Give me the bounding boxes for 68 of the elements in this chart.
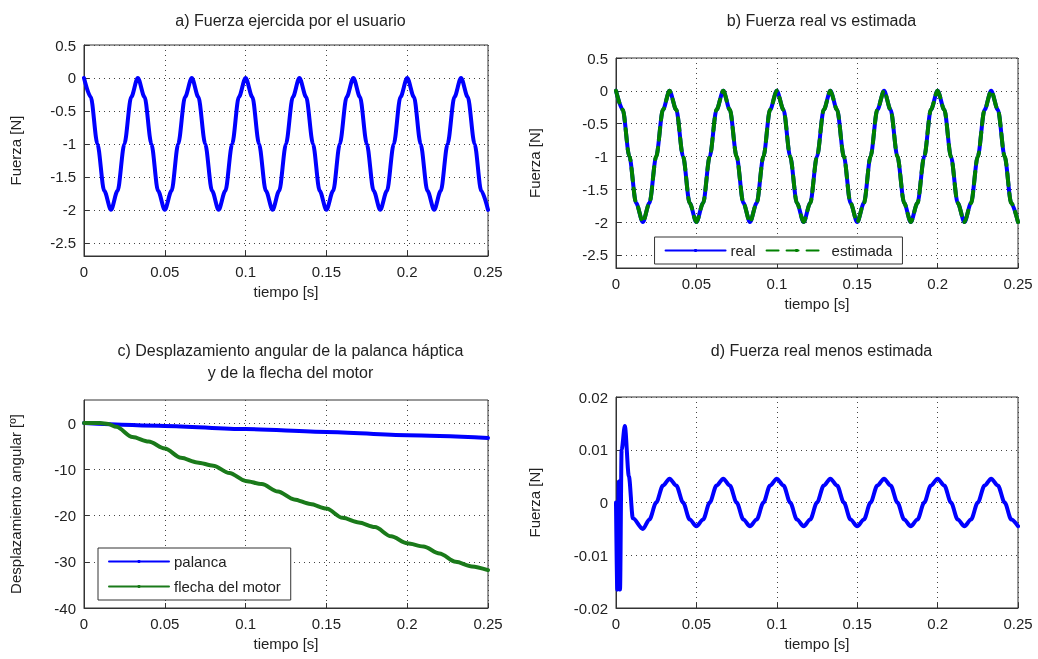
x-tick-label: 0.2	[927, 275, 949, 292]
line-series	[82, 75, 490, 212]
legend-label: palanca	[174, 553, 228, 570]
x-tick-label: 0.05	[150, 615, 180, 632]
x-tick-label: 0.05	[150, 263, 180, 280]
y-tick-label: -10	[54, 460, 76, 478]
x-tick-label: 0.15	[842, 615, 872, 632]
y-tick-label: -1.5	[582, 180, 608, 198]
x-tick-label: 0	[79, 615, 89, 632]
x-tick-label: 0.05	[681, 615, 711, 632]
x-tick-label: 0	[611, 275, 621, 292]
y-tick-label: -0.02	[573, 599, 608, 617]
x-tick-label: 0.1	[766, 275, 788, 292]
y-tick-label: -2.5	[50, 234, 76, 252]
x-axis-title: tiempo [s]	[784, 635, 850, 652]
legend-label: real	[730, 242, 756, 259]
y-tick-label: -2	[62, 201, 76, 219]
y-tick-label: -0.5	[582, 115, 608, 133]
x-tick-label: 0.25	[1003, 615, 1033, 632]
chart-title: a) Fuerza ejercida por el usuario	[175, 11, 406, 29]
line-series	[614, 88, 1020, 225]
x-tick-label: 0.25	[473, 615, 503, 632]
x-tick-label: 0	[611, 615, 621, 632]
y-tick-label: -1	[62, 135, 76, 153]
y-axis-title: Fuerza [N]	[7, 115, 24, 186]
y-tick-label: -2.5	[582, 246, 608, 264]
y-tick-label: 0	[599, 494, 608, 511]
x-tick-label: 0.2	[927, 615, 949, 632]
y-tick-label: 0.5	[55, 36, 76, 54]
x-axis-title: tiempo [s]	[784, 295, 850, 312]
y-tick-label: 0	[67, 414, 76, 432]
x-tick-label: 0.15	[311, 263, 341, 280]
y-tick-label: -1.5	[50, 168, 76, 186]
y-axis-title: Desplazamiento angular [º]	[7, 414, 24, 594]
y-tick-label: -2	[594, 213, 608, 231]
y-tick-label: -0.5	[50, 102, 76, 120]
chart-title: b) Fuerza real vs estimada	[726, 11, 917, 29]
x-tick-label: 0.1	[235, 263, 257, 280]
line-series	[82, 421, 490, 573]
x-axis-title: tiempo [s]	[253, 283, 319, 300]
legend-label: flecha del motor	[174, 578, 281, 595]
x-axis-title: tiempo [s]	[253, 635, 319, 652]
y-axis-title: Fuerza [N]	[526, 127, 543, 199]
y-tick-label: 0.02	[578, 388, 608, 406]
x-tick-label: 0.25	[473, 263, 503, 280]
x-tick-label: 0.1	[235, 615, 257, 632]
y-axis-title: Fuerza [N]	[526, 467, 543, 538]
y-tick-label: 0.5	[587, 49, 608, 67]
x-tick-label: 0.2	[396, 263, 418, 280]
line-series	[614, 424, 1020, 592]
x-tick-label: 0	[79, 263, 89, 280]
y-tick-label: -0.01	[573, 546, 608, 564]
y-tick-label: -20	[54, 507, 76, 525]
y-tick-label: -1	[594, 147, 608, 165]
chart-title: c) Desplazamiento angular de la palanca háptica y de la flecha del motor	[117, 341, 464, 381]
y-tick-label: 0.01	[578, 441, 608, 459]
x-tick-label: 0.15	[842, 275, 872, 292]
x-tick-label: 0.1	[766, 615, 788, 632]
x-tick-label: 0.25	[1003, 275, 1033, 292]
legend-label: estimada	[831, 242, 894, 259]
chart-title: d) Fuerza real menos estimada	[710, 341, 933, 359]
y-tick-label: 0	[67, 69, 76, 87]
y-tick-label: 0	[599, 82, 608, 100]
y-tick-label: -30	[54, 553, 76, 571]
x-tick-label: 0.05	[681, 275, 711, 292]
y-tick-label: -40	[54, 599, 76, 617]
x-tick-label: 0.2	[396, 615, 418, 632]
x-tick-label: 0.15	[311, 615, 341, 632]
